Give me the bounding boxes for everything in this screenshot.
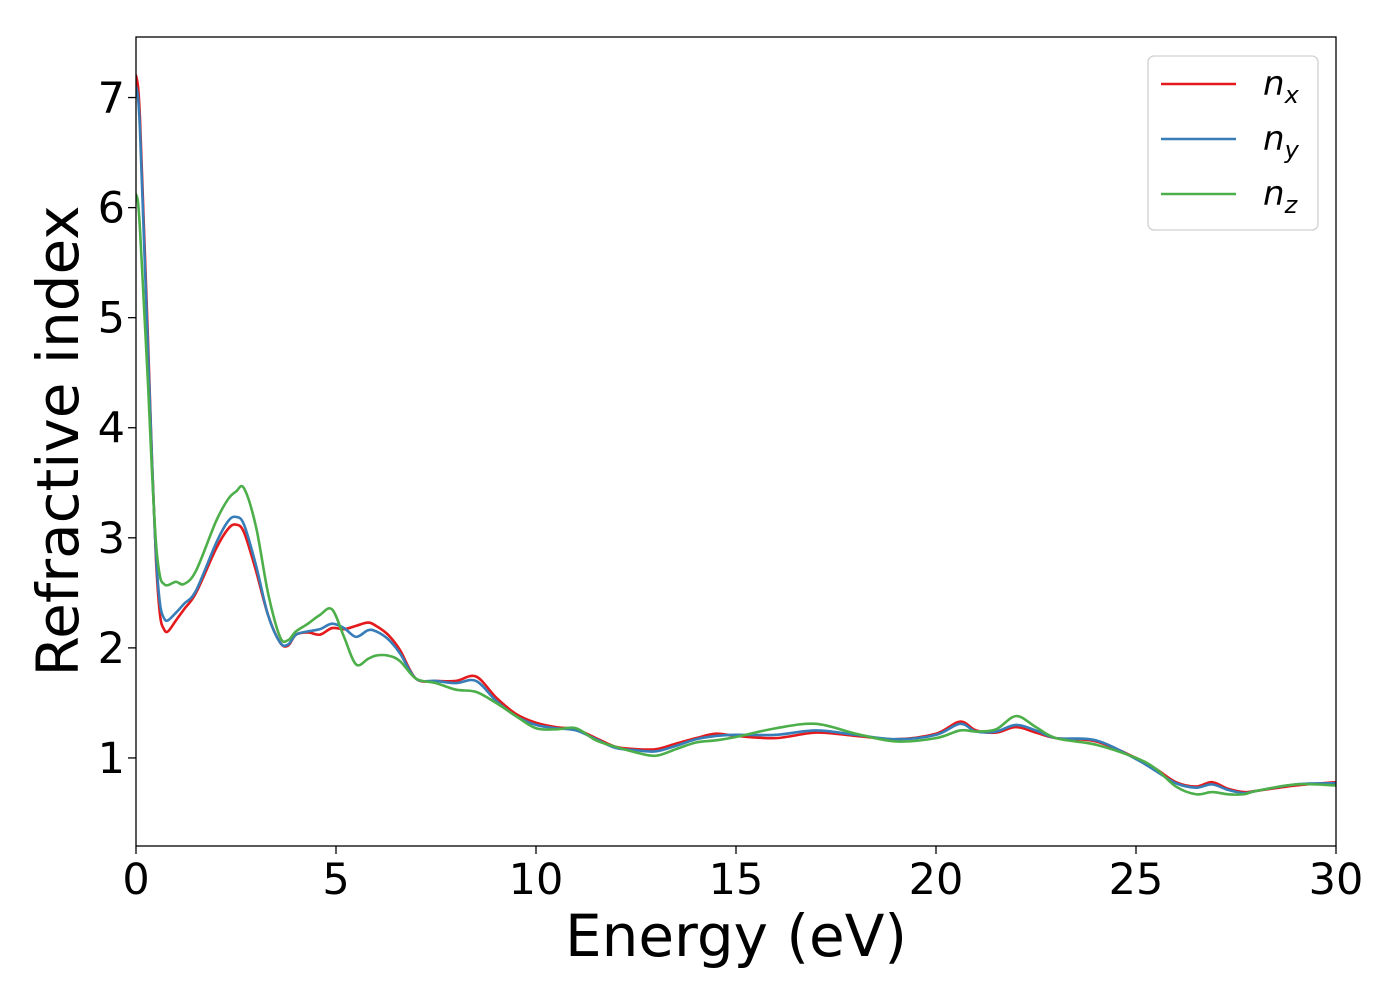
- x-axis-label: Energy (eV): [565, 902, 907, 970]
- legend-label-nx: nx: [1263, 64, 1300, 109]
- y-tick-label: 1: [98, 734, 125, 784]
- y-tick-label: 2: [98, 624, 125, 674]
- y-tick-label: 5: [98, 294, 125, 344]
- legend-label-ny: ny: [1263, 119, 1300, 164]
- legend-label-nz: nz: [1263, 174, 1299, 219]
- x-tick-label: 20: [909, 855, 964, 905]
- y-tick-label: 6: [98, 184, 125, 234]
- y-tick-label: 7: [98, 74, 125, 124]
- x-tick-label: 25: [1109, 855, 1164, 905]
- legend-box: [1147, 55, 1319, 231]
- series-line-ny: [136, 85, 1336, 795]
- x-tick-label: 5: [322, 855, 349, 905]
- x-tick-label: 10: [509, 855, 564, 905]
- x-tick-label: 0: [122, 855, 149, 905]
- plot-area: [136, 74, 1336, 796]
- y-tick-label: 3: [98, 514, 125, 564]
- series-line-nz: [136, 193, 1336, 796]
- legend: nx ny nz: [1147, 55, 1319, 231]
- x-tick-label: 30: [1309, 855, 1364, 905]
- axes: 0 5 10 15 20 25 30 1 2 3 4 5 6 7: [98, 36, 1364, 905]
- x-tick-label: 15: [709, 855, 764, 905]
- y-axis-label: Refractive index: [24, 205, 92, 676]
- series-line-nx: [136, 74, 1336, 794]
- y-tick-label: 4: [98, 404, 125, 454]
